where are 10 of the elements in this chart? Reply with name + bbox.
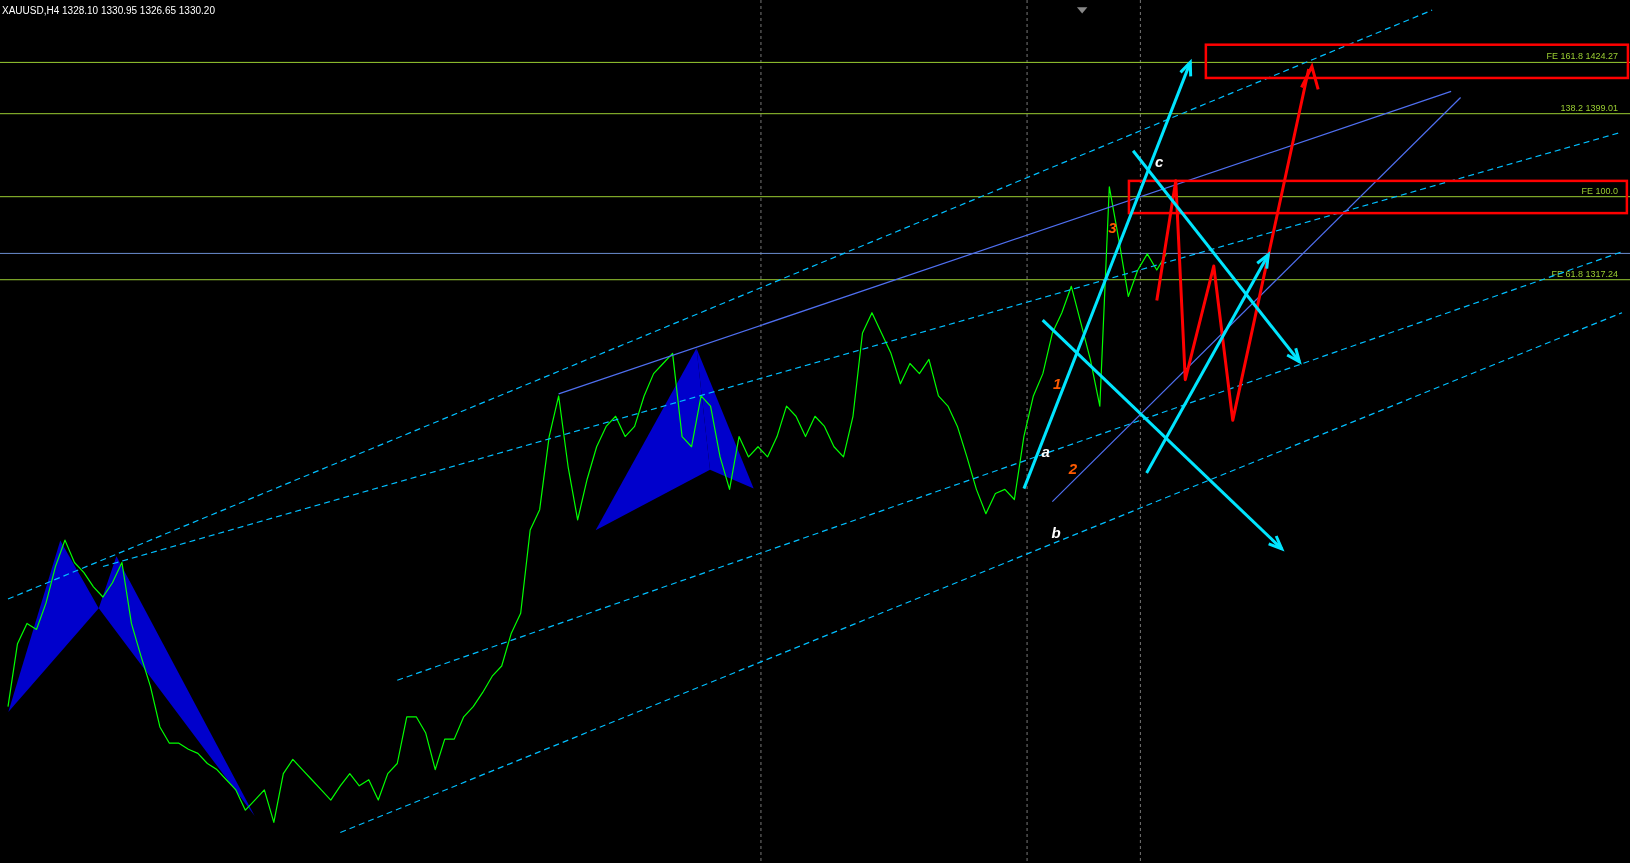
annotation: 2 <box>1067 460 1078 478</box>
ref-line-label: FE 161.8 1424.27 <box>1546 51 1618 62</box>
text: XAUUSD,H4 1328.10 1330.95 1326.65 1330.20 <box>2 5 216 16</box>
annotation: 1 <box>1053 374 1062 392</box>
ref-line-label: FE 100.0 <box>1581 185 1618 196</box>
annotation: 3 <box>1108 218 1118 236</box>
ref-line-label: 138.2 1399.01 <box>1560 102 1618 113</box>
annotation: a <box>1041 443 1050 461</box>
annotation: b <box>1051 524 1061 542</box>
annotation: c <box>1154 153 1164 171</box>
